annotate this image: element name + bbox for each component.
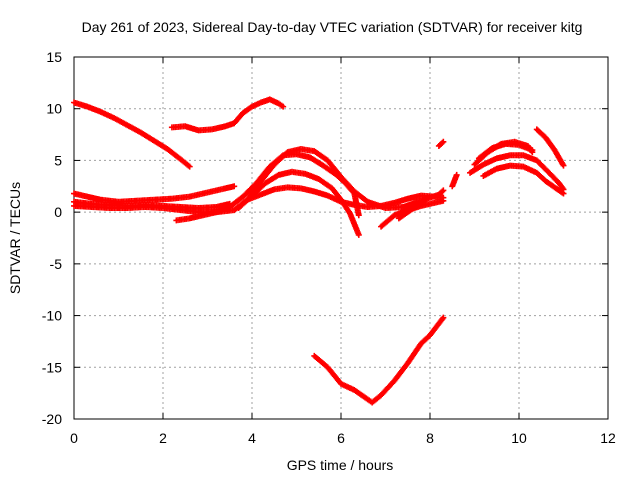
x-tick-label: 12: [600, 430, 616, 446]
x-tick-label: 8: [426, 430, 434, 446]
series-arc3: [71, 183, 238, 205]
series-arc13: [449, 171, 460, 190]
series-arc6: [173, 151, 362, 224]
data-point: [422, 196, 429, 203]
series-arc12: [435, 138, 447, 149]
data-point: [440, 138, 447, 145]
series-arc10: [395, 196, 429, 222]
data-point: [560, 190, 567, 197]
data-point: [280, 103, 287, 110]
data-point: [453, 171, 460, 178]
data-series: [71, 96, 567, 406]
x-tick-label: 6: [337, 430, 345, 446]
y-tick-label: -10: [42, 308, 62, 324]
x-tick-label: 4: [248, 430, 256, 446]
x-axis-ticks: 0 2 4 6 8 10 12: [70, 57, 616, 446]
x-tick-label: 10: [511, 430, 527, 446]
series-arc15: [480, 162, 567, 197]
series-arc17: [475, 140, 536, 162]
x-tick-label: 0: [70, 430, 78, 446]
data-point: [560, 162, 567, 169]
grid-lines: [74, 57, 608, 419]
data-point: [440, 197, 447, 204]
series-arc2: [168, 96, 287, 134]
y-axis-ticks: -20 -15 -10 -5 0 5 10 15: [42, 49, 608, 427]
y-tick-label: -15: [42, 359, 62, 375]
y-tick-label: 10: [46, 101, 62, 117]
data-point: [186, 163, 193, 170]
data-point: [439, 188, 446, 195]
chart-title: Day 261 of 2023, Sidereal Day-to-day VTE…: [82, 19, 583, 35]
x-axis-label: GPS time / hours: [287, 457, 394, 473]
y-tick-label: -20: [42, 411, 62, 427]
y-tick-label: -5: [50, 256, 63, 272]
data-point: [529, 147, 536, 154]
data-point: [231, 183, 238, 190]
series-arc14: [467, 152, 567, 193]
y-tick-label: 0: [54, 204, 62, 220]
x-tick-label: 2: [159, 430, 167, 446]
y-axis-label: SDTVAR / TECUs: [7, 182, 23, 294]
series-arc18: [533, 126, 567, 169]
data-point: [439, 139, 446, 146]
series-arc11: [311, 314, 447, 406]
data-point: [440, 314, 447, 321]
data-point: [440, 187, 447, 194]
y-tick-label: 5: [54, 152, 62, 168]
y-tick-label: 15: [46, 49, 62, 65]
series-arc1: [71, 99, 193, 170]
data-point: [355, 212, 362, 219]
series-arc8: [244, 184, 447, 210]
data-point: [355, 231, 362, 238]
